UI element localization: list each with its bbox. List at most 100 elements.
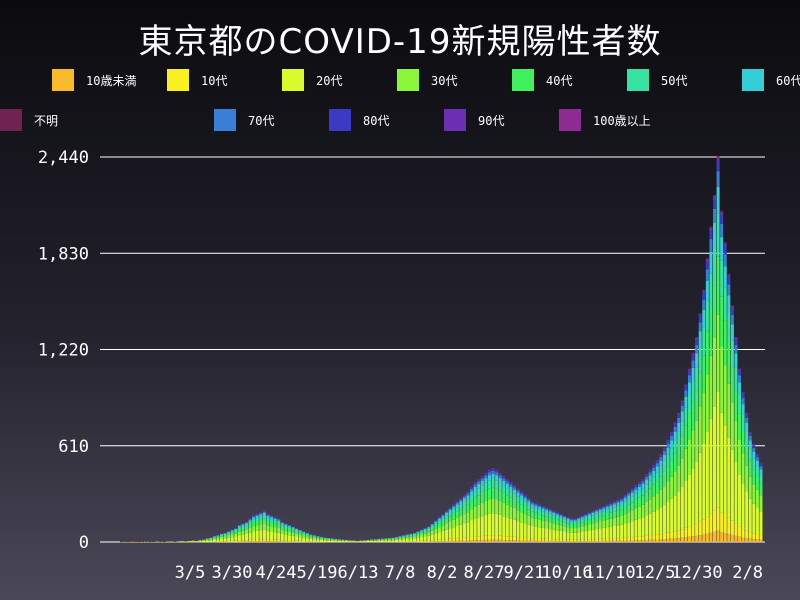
bar-segment (409, 541, 413, 542)
bar-segment (284, 525, 288, 528)
bar-segment (723, 246, 727, 255)
bar-segment (245, 526, 249, 530)
bar-segment (216, 535, 220, 537)
bar-segment (345, 541, 349, 542)
bar-segment (480, 478, 484, 482)
bar-segment (430, 540, 434, 542)
bar-segment (409, 534, 413, 535)
bar-segment (455, 501, 459, 503)
bar-segment (259, 512, 263, 514)
bar-segment (223, 538, 227, 542)
bar-segment (745, 413, 749, 415)
bar-segment (605, 527, 609, 539)
bar-segment (437, 527, 441, 533)
bar-segment (723, 242, 727, 244)
bar-segment (209, 538, 213, 540)
bar-segment (609, 503, 613, 505)
bar-segment (702, 309, 706, 328)
bar-segment (516, 510, 520, 522)
bar-segment (759, 463, 763, 465)
bar-segment (280, 523, 284, 525)
x-tick-label: 8/2 (427, 563, 458, 583)
bar-segment (266, 514, 270, 516)
bar-segment (741, 483, 745, 529)
bar-segment (252, 541, 256, 542)
bar-segment (216, 535, 220, 536)
bar-segment (445, 523, 449, 530)
bar-segment (687, 536, 692, 542)
bar-segment (580, 519, 584, 523)
bar-segment (527, 538, 531, 541)
bar-segment (570, 521, 574, 525)
bar-segment (716, 155, 720, 158)
bar-segment (695, 345, 699, 354)
bar-segment (730, 314, 734, 325)
bar-segment (684, 407, 688, 426)
bar-segment (284, 527, 288, 531)
bar-segment (255, 530, 259, 540)
bar-segment (648, 470, 652, 473)
bar-segment (612, 517, 617, 526)
bar-segment (734, 339, 738, 346)
bar-segment (616, 516, 620, 526)
bar-segment (552, 512, 556, 516)
bar-segment (473, 491, 477, 498)
bar-segment (270, 526, 274, 532)
bar-segment (484, 482, 488, 491)
bar-segment (634, 499, 638, 509)
bar-segment (655, 461, 659, 464)
bar-segment (666, 439, 670, 441)
bar-segment (448, 516, 452, 522)
bar-segment (302, 535, 306, 538)
bar-segment (745, 414, 749, 418)
bar-segment (366, 540, 370, 542)
bar-segment (680, 486, 684, 530)
bar-segment (645, 515, 649, 536)
bar-segment (630, 488, 634, 490)
bar-segment (441, 541, 445, 542)
bar-segment (559, 539, 563, 542)
bar-segment (709, 418, 713, 514)
bar-segment (191, 541, 195, 542)
bar-segment (416, 541, 420, 542)
bar-segment (445, 511, 449, 513)
bar-segment (266, 515, 270, 518)
bar-segment (216, 536, 220, 538)
bar-segment (273, 518, 277, 521)
bar-segment (234, 528, 238, 530)
bar-segment (295, 533, 299, 537)
bar-segment (680, 529, 684, 538)
bar-segment (534, 504, 538, 506)
bar-segment (212, 539, 216, 542)
bar-segment (430, 530, 434, 535)
bar-segment (645, 475, 649, 477)
bar-segment (741, 414, 745, 432)
bar-segment (312, 535, 316, 537)
bar-segment (505, 488, 509, 496)
bar-segment (712, 195, 717, 197)
bar-segment (466, 492, 470, 494)
bar-segment (716, 186, 720, 214)
bar-segment (516, 502, 520, 511)
bar-segment (577, 532, 581, 540)
bar-segment (698, 331, 702, 348)
bar-segment (691, 355, 695, 361)
bar-segment (687, 375, 692, 383)
bar-segment (555, 516, 559, 520)
bar-segment (462, 501, 466, 507)
bar-segment (430, 525, 434, 528)
bar-segment (441, 520, 445, 526)
bar-segment (480, 502, 484, 517)
bar-segment (755, 534, 759, 540)
bar-segment (305, 533, 309, 534)
bar-segment (280, 529, 284, 534)
bar-segment (480, 485, 484, 493)
bar-segment (677, 538, 681, 542)
bar-segment (727, 274, 731, 276)
bar-segment (480, 476, 484, 477)
bar-segment (234, 531, 238, 534)
legend-swatch (742, 69, 764, 91)
bar-segment (695, 353, 699, 368)
bar-segment (748, 498, 752, 533)
bar-segment (745, 446, 749, 466)
